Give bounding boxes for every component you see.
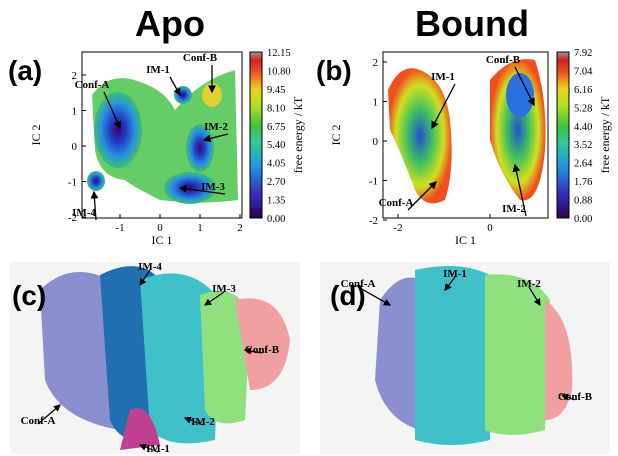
- title: Bound: [415, 3, 529, 44]
- annotation-arrow: [204, 291, 225, 306]
- annotation-arrow: [444, 276, 456, 291]
- annotation: Conf-A: [379, 197, 414, 209]
- panel-label: (b): [316, 55, 352, 86]
- annotation-arrow: [560, 393, 576, 401]
- colorbar-tick-label: 2.70: [267, 177, 285, 188]
- annotation-arrow: [431, 83, 456, 130]
- annotation: IM-3: [212, 283, 236, 295]
- colorbar-tick-label: 8.10: [267, 103, 285, 114]
- annotation-arrow: [514, 66, 535, 107]
- y-tick-label: -2: [68, 212, 77, 224]
- annotation: Conf-B: [558, 391, 593, 403]
- annotation: IM-2: [502, 203, 526, 215]
- heatmap: [87, 70, 238, 204]
- annotation: IM-1: [443, 268, 467, 280]
- colorbar-label: free energy / kT: [598, 96, 612, 173]
- colorbar-tick-label: 5.40: [267, 140, 285, 151]
- colorbar-tick-label: 6.75: [267, 122, 285, 133]
- colorbar-tick-label: 9.45: [267, 85, 285, 96]
- annotation: IM-2: [204, 121, 228, 133]
- y-tick-label: 1: [72, 106, 78, 118]
- colorbar-tick-label: 0.00: [267, 214, 285, 225]
- annotation-arrow: [138, 443, 159, 453]
- x-tick-label: -2: [393, 222, 402, 234]
- annotation-arrow: [202, 133, 229, 143]
- colorbar-tick-label: 4.40: [574, 122, 592, 133]
- colorbar-tick-label: 6.16: [574, 85, 592, 96]
- colorbar-tick-label: 7.92: [574, 48, 592, 59]
- annotation: Conf-B: [183, 52, 218, 64]
- x-tick-label: 1: [197, 222, 203, 234]
- annotation: IM-2: [191, 416, 215, 428]
- annotation-arrow: [528, 286, 541, 307]
- colorbar-tick-label: 3.52: [574, 140, 592, 151]
- annotation-arrow: [169, 76, 181, 97]
- y-tick-label: 0: [373, 136, 379, 148]
- y-axis-label: IC 2: [329, 125, 343, 146]
- annotation: IM-2: [517, 278, 541, 290]
- annotation: IM-1: [431, 71, 455, 83]
- colorbar-tick-label: 5.28: [574, 103, 592, 114]
- annotation-arrow: [103, 91, 121, 130]
- heatmap: [388, 59, 546, 204]
- annotation: IM-4: [138, 261, 162, 273]
- structure-render: [10, 262, 610, 454]
- colorbar-tick-label: 2.64: [574, 159, 593, 170]
- annotation-arrow: [243, 347, 263, 355]
- annotation: IM-4: [72, 207, 96, 219]
- annotation-arrow: [407, 181, 437, 211]
- axes-frame: [81, 51, 243, 219]
- colorbar-tick-label: 10.80: [267, 66, 291, 77]
- panel-label: (a): [8, 55, 42, 86]
- colorbar-tick-label: 0.00: [574, 214, 592, 225]
- x-tick-label: 2: [237, 222, 243, 234]
- x-tick-label: -1: [115, 222, 124, 234]
- annotation-arrow: [512, 163, 527, 217]
- colorbar-label: free energy / kT: [291, 96, 305, 173]
- y-tick-label: -2: [369, 215, 378, 227]
- y-axis-label: IC 2: [29, 125, 43, 146]
- x-tick-label: 0: [487, 222, 493, 234]
- colorbar: [249, 51, 263, 219]
- y-tick-label: -1: [68, 177, 77, 189]
- x-axis-label: IC 1: [455, 233, 476, 247]
- y-tick-label: 0: [72, 141, 78, 153]
- colorbar: [556, 51, 570, 219]
- annotation-arrow: [90, 190, 99, 221]
- panel-label: (d): [330, 280, 366, 311]
- colorbar-tick-label: 4.05: [267, 159, 285, 170]
- colorbar-tick-label: 7.04: [574, 66, 593, 77]
- axes-frame: [382, 51, 549, 219]
- annotation: Conf-A: [75, 79, 110, 91]
- colorbar-tick-label: 0.88: [574, 196, 592, 207]
- annotation-arrow: [178, 184, 226, 195]
- y-tick-label: 1: [373, 97, 379, 109]
- annotation: Conf-A: [341, 278, 376, 290]
- colorbar-tick-label: 12.15: [267, 48, 291, 59]
- annotation-arrow: [139, 269, 151, 286]
- annotation: IM-3: [201, 181, 225, 193]
- annotation: IM-1: [146, 64, 170, 76]
- annotation-arrow: [37, 404, 61, 425]
- annotation-arrow: [357, 286, 392, 306]
- y-tick-label: -1: [369, 176, 378, 188]
- annotation: Conf-B: [486, 54, 521, 66]
- x-tick-label: 0: [157, 222, 163, 234]
- x-axis-label: IC 1: [152, 233, 173, 247]
- colorbar-tick-label: 1.76: [574, 177, 592, 188]
- annotation: Conf-A: [21, 415, 56, 427]
- annotation: IM-1: [146, 443, 170, 455]
- title: Apo: [135, 3, 205, 44]
- y-tick-label: 2: [373, 57, 379, 69]
- y-tick-label: 2: [72, 70, 78, 82]
- panel-label: (c): [12, 280, 46, 311]
- colorbar-tick-label: 1.35: [267, 196, 285, 207]
- annotation: Conf-B: [245, 344, 280, 356]
- annotation-arrow: [183, 416, 204, 426]
